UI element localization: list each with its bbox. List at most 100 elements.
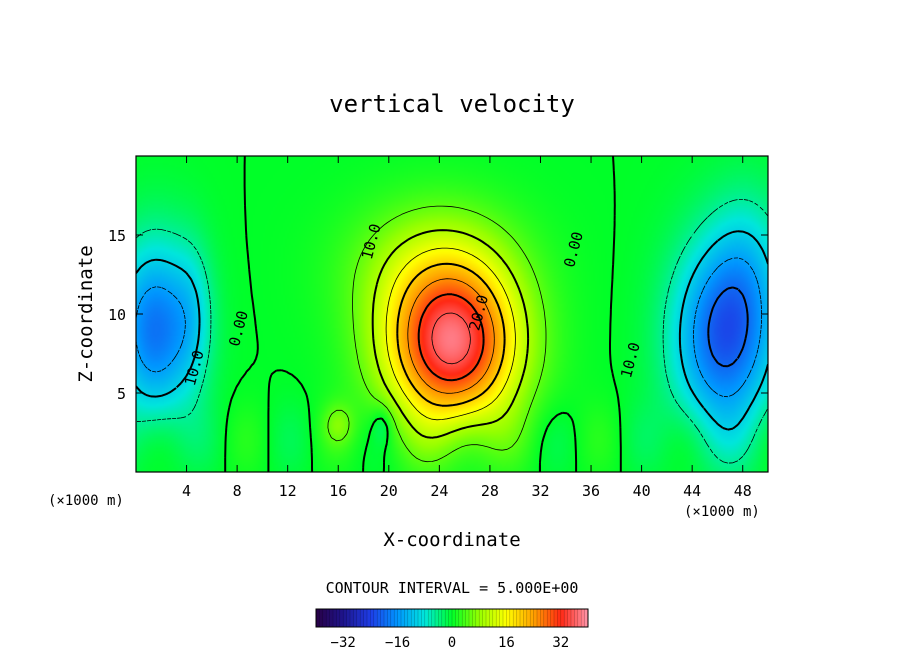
colorbar-swatch [346, 609, 351, 627]
colorbar-swatch [475, 609, 480, 627]
velocity-field [136, 156, 768, 472]
y-axis-ticks: 5 10 15 [108, 227, 768, 403]
contour-level-25 [407, 278, 495, 394]
colorbar-swatch [380, 609, 385, 627]
colorbar-swatch [445, 609, 449, 627]
y-axis-label: Z-coordinate [75, 245, 97, 382]
colorbar-swatch [322, 609, 327, 627]
colorbar-swatch [319, 609, 324, 627]
colorbar-swatch [584, 609, 589, 627]
colorbar-swatch [479, 609, 483, 627]
colorbar-swatch [550, 609, 555, 627]
colorbar-swatch [326, 609, 330, 627]
colorbar-swatch [489, 609, 494, 627]
colorbar-swatch [452, 609, 456, 627]
colorbar-swatch [435, 609, 439, 627]
colorbar [315, 608, 589, 628]
colorbar-swatch [523, 609, 528, 627]
colorbar-swatch [492, 609, 497, 627]
colorbar-swatch [397, 609, 402, 627]
colorbar-swatch [373, 609, 378, 627]
colorbar-frame [315, 608, 589, 628]
colorbar-swatch [567, 609, 572, 627]
colorbar-swatch [537, 609, 541, 627]
colorbar-tick-label: 16 [498, 635, 515, 651]
colorbar-swatch [360, 609, 364, 627]
x-tick-label: 8 [233, 482, 242, 500]
colorbar-ticks: −32 −16 0 16 32 [331, 635, 570, 651]
colorbar-swatch [339, 609, 344, 627]
x-axis-ticks: 4 8 12 16 20 24 28 32 36 40 44 48 [182, 156, 752, 500]
colorbar-swatch [472, 609, 477, 627]
colorbar-swatch [458, 609, 463, 627]
colorbar-swatch [404, 609, 409, 627]
x-tick-label: 36 [582, 482, 600, 500]
contour-level-neg5 [136, 199, 768, 464]
x-tick-label: 16 [329, 482, 347, 500]
contour-interval-note: CONTOUR INTERVAL = 5.000E+00 [326, 579, 579, 597]
colorbar-swatch [516, 609, 521, 627]
colorbar-swatch [543, 609, 548, 627]
colorbar-tick-label: −16 [385, 635, 410, 651]
colorbar-swatch [414, 609, 419, 627]
x-tick-label: 48 [734, 482, 752, 500]
colorbar-swatch [333, 609, 337, 627]
x-tick-label: 28 [481, 482, 499, 500]
colorbar-swatch [394, 609, 398, 627]
colorbar-swatch [530, 609, 534, 627]
colorbar-swatch [462, 609, 466, 627]
colorbar-swatch [387, 609, 392, 627]
colorbar-swatch [499, 609, 504, 627]
colorbar-swatch [574, 609, 579, 627]
contour-level-neg20 [707, 286, 749, 368]
contour-level-neg10 [136, 230, 768, 431]
x-tick-label: 4 [182, 482, 191, 500]
colorbar-swatch [577, 609, 582, 627]
contour-level-neg15 [136, 257, 762, 398]
colorbar-tick-label: 0 [448, 635, 456, 651]
colorbar-swatch [448, 609, 453, 627]
colorbar-swatch [336, 609, 341, 627]
contour-level-10 [371, 229, 530, 439]
x-tick-label: 12 [279, 482, 297, 500]
contour-level-15 [385, 247, 516, 421]
colorbar-swatch [377, 609, 381, 627]
colorbar-swatch [560, 609, 565, 627]
colorbar-swatch [350, 609, 354, 627]
colorbar-swatch [384, 609, 388, 627]
colorbar-swatch [353, 609, 358, 627]
x-tick-label: 20 [380, 482, 398, 500]
contour-lines [136, 156, 768, 472]
colorbar-swatch [506, 609, 511, 627]
colorbar-swatch [390, 609, 395, 627]
colorbar-swatch [513, 609, 517, 627]
x-axis-label: X-coordinate [383, 529, 520, 551]
colorbar-swatch [503, 609, 507, 627]
colorbar-swatch [520, 609, 524, 627]
colorbar-swatch [496, 609, 500, 627]
chart-title: vertical velocity [329, 90, 575, 118]
colorbar-swatch [407, 609, 412, 627]
x-unit-right: (×1000 m) [684, 504, 760, 520]
y-tick-label: 5 [117, 385, 126, 403]
colorbar-swatch [438, 609, 443, 627]
colorbar-swatch [418, 609, 422, 627]
colorbar-swatch [343, 609, 347, 627]
colorbar-tick-label: −32 [331, 635, 356, 651]
colorbar-swatch [554, 609, 558, 627]
colorbar-swatch [526, 609, 531, 627]
colorbar-swatch [540, 609, 545, 627]
colorbar-swatch [421, 609, 426, 627]
contour-level-20 [396, 262, 506, 407]
colorbar-swatch [509, 609, 514, 627]
colorbar-swatch [363, 609, 368, 627]
x-unit-left: (×1000 m) [48, 493, 124, 509]
colorbar-swatch [329, 609, 334, 627]
colorbar-swatch [581, 609, 585, 627]
colorbar-swatch [401, 609, 405, 627]
colorbar-swatch [356, 609, 361, 627]
contour-level-35 [431, 312, 471, 365]
colorbar-swatch [411, 609, 415, 627]
